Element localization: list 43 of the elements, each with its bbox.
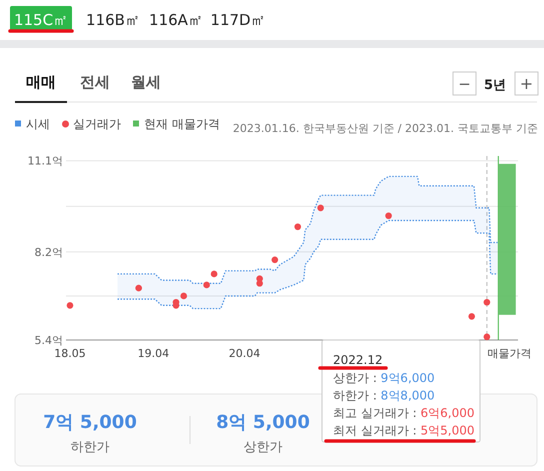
text: 월세 [131, 73, 161, 91]
point [484, 298, 490, 306]
text: 하한가 : 8억8,000 [333, 388, 435, 402]
text: 8억 5,000 [216, 412, 310, 433]
text: 상한가 : 9억6,000 [333, 371, 435, 385]
legend-label: 실거래가 [73, 117, 121, 131]
point [317, 204, 324, 212]
point [66, 302, 74, 309]
text: 하한가 [70, 440, 110, 455]
point [210, 270, 218, 278]
text: 116B㎡ [86, 11, 140, 29]
point [272, 256, 278, 264]
point [468, 313, 476, 320]
x-tick-label: 19.04 [138, 347, 170, 360]
y-tick-label: 8.2억 [34, 246, 63, 259]
legend-label: 현재 매물가격 [144, 117, 220, 131]
point [484, 334, 490, 340]
y-tick-label: 11.1억 [28, 154, 63, 168]
point [180, 292, 188, 300]
point [385, 212, 392, 220]
text: 전세 [80, 73, 110, 91]
x-tick-label: 20.04 [228, 347, 260, 360]
legend-label: 시세 [26, 117, 50, 131]
text: 매매 [26, 73, 56, 91]
text: 최저 실거래가 : 5억5,000 [333, 424, 474, 438]
text: − [458, 75, 471, 93]
text: 2022.12 [333, 353, 383, 367]
x-tick-label: 18.05 [54, 347, 86, 360]
x-tick-label: 매물가격 [487, 347, 532, 360]
text: 2023.01.16. 한국부동산원 기준 / 2023.01. 국토교통부 기준 [232, 122, 538, 135]
point [256, 280, 263, 287]
point [294, 223, 302, 230]
text: 최고 실거래가 : 6억6,000 [333, 406, 474, 420]
text: 5년 [484, 78, 506, 93]
text: 상한가 [244, 440, 282, 455]
text: + [520, 74, 534, 93]
point [135, 284, 142, 292]
text: 116A㎡ [149, 11, 203, 29]
text: 115C㎡ [14, 11, 68, 29]
text: 117D㎡ [210, 11, 266, 29]
y-tick-label: 5.4억 [34, 334, 63, 347]
text: 7억 5,000 [43, 412, 137, 433]
point [203, 282, 210, 288]
